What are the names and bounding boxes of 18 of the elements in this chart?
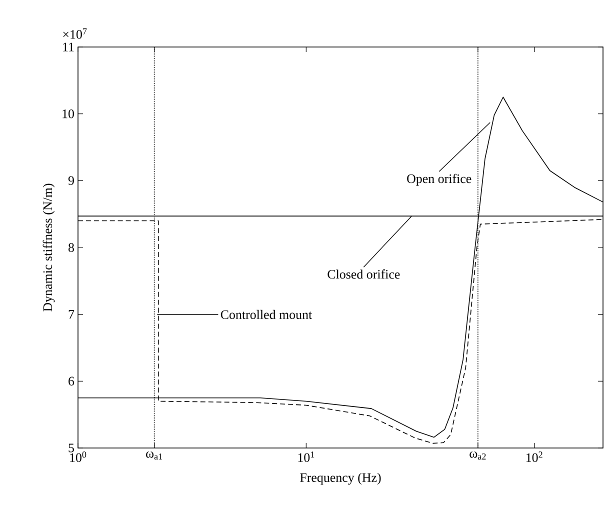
y-tick-label: 5 [68, 444, 74, 452]
y-tick-label: 7 [68, 310, 74, 319]
y-tick-label: 11 [63, 42, 74, 52]
annotation: Controlled mount [220, 310, 312, 320]
annotation: Closed orifice [328, 269, 400, 279]
y-axis-title: Dynamic stiffness (N/m) [42, 184, 55, 312]
y-tick-label: 8 [68, 243, 74, 252]
y-tick-label: 6 [68, 376, 74, 386]
x-axis-title: Frequency (Hz) [300, 472, 381, 485]
y-tick-label: 9 [68, 176, 74, 186]
annotation: Open orifice [407, 174, 472, 186]
x-tick-label: 10$^{1}$ [298, 452, 314, 462]
x-tick-label: 10$^{2}$ [526, 452, 542, 462]
x-tick-label: ω$_{a1}$ [146, 452, 162, 460]
x-tick-label: 10$^{0}$ [70, 452, 86, 462]
x-tick-label: ω$_{a2}$ [470, 452, 486, 460]
y-tick-label: 10 [62, 109, 74, 118]
text: ×10$^{7}$ [63, 28, 87, 39]
